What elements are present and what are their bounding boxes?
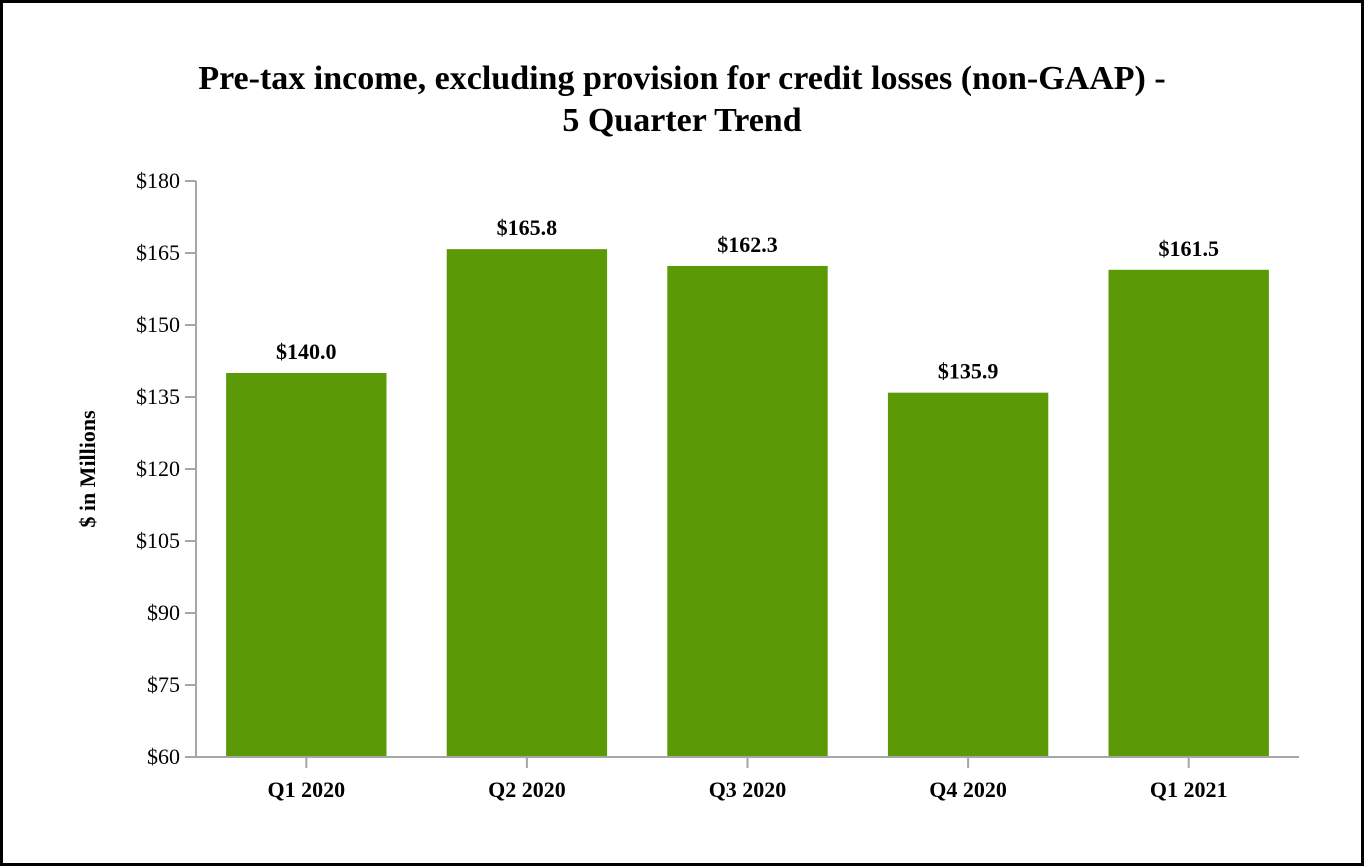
chart-title-line2: 5 Quarter Trend bbox=[562, 102, 802, 139]
y-tick-label-1: $75 bbox=[147, 672, 180, 697]
y-tick-label-7: $165 bbox=[136, 240, 180, 265]
bar-0 bbox=[226, 373, 387, 757]
x-tick-label-1: Q2 2020 bbox=[488, 777, 566, 802]
data-label-4: $161.5 bbox=[1158, 236, 1219, 261]
bar-2 bbox=[667, 265, 828, 757]
bars-group bbox=[226, 249, 1269, 757]
x-tick-label-4: Q1 2021 bbox=[1150, 777, 1228, 802]
x-tick-label-3: Q4 2020 bbox=[929, 777, 1007, 802]
data-label-3: $135.9 bbox=[938, 359, 999, 384]
bar-1 bbox=[446, 249, 608, 757]
bar-4 bbox=[1108, 269, 1269, 757]
data-label-2: $162.3 bbox=[717, 232, 778, 257]
x-tick-label-0: Q1 2020 bbox=[267, 777, 345, 802]
y-tick-label-3: $105 bbox=[136, 528, 180, 553]
y-tick-label-6: $150 bbox=[136, 312, 180, 337]
y-tick-label-4: $120 bbox=[136, 456, 180, 481]
y-tick-label-5: $135 bbox=[136, 384, 180, 409]
bar-3 bbox=[887, 392, 1049, 757]
chart-title-line1: Pre-tax income, excluding provision for … bbox=[198, 60, 1166, 97]
chart-title: Pre-tax income, excluding provision for … bbox=[0, 58, 1364, 142]
y-tick-label-2: $90 bbox=[147, 600, 180, 625]
y-axis-label: $ in Millions bbox=[75, 410, 100, 528]
y-tick-label-8: $180 bbox=[136, 168, 180, 193]
labels-group: $140.0 $165.8 $162.3 $135.9 $161.5 $60 $75 $90 $… bbox=[136, 168, 1228, 802]
data-label-1: $165.8 bbox=[497, 215, 558, 240]
data-label-0: $140.0 bbox=[276, 339, 337, 364]
axes-group bbox=[185, 180, 1299, 768]
y-tick-label-0: $60 bbox=[147, 744, 180, 769]
x-tick-label-2: Q3 2020 bbox=[709, 777, 787, 802]
